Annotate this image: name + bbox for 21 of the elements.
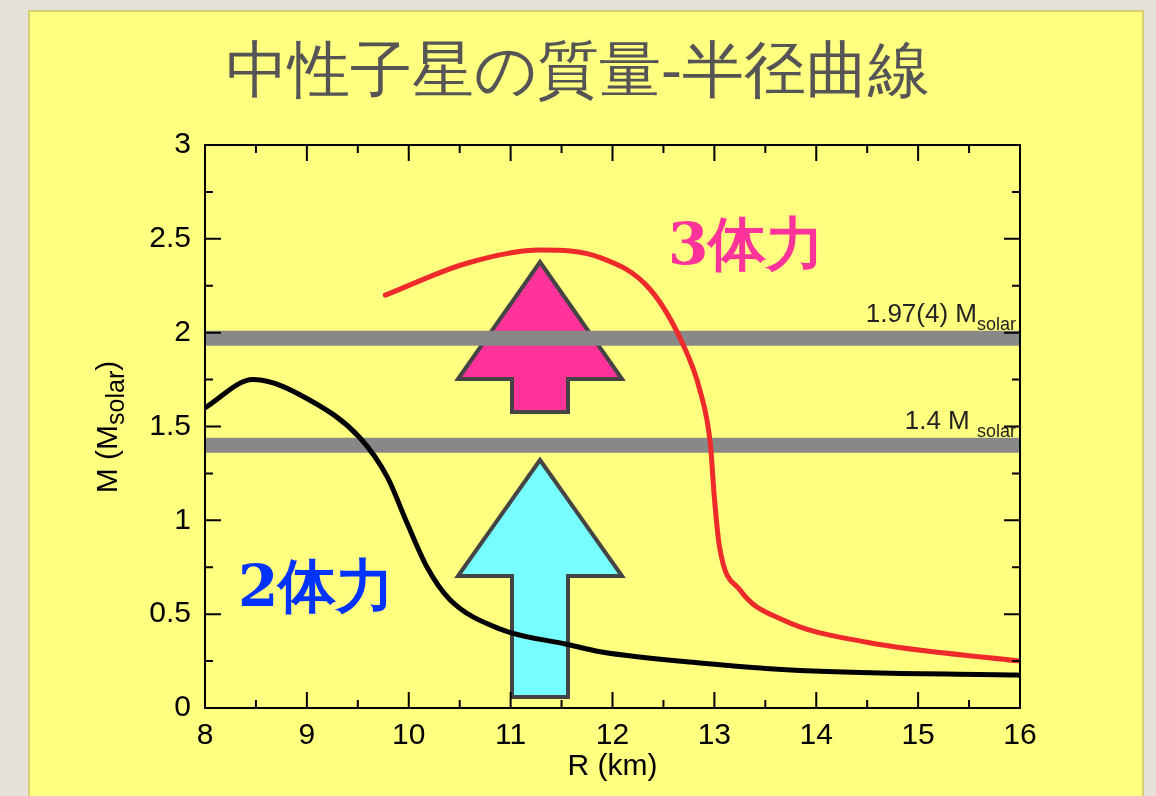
x-tick-label: 15 — [901, 717, 935, 751]
chart-title: 中性子星の質量-半径曲線 — [225, 32, 931, 108]
x-tick-label: 13 — [697, 717, 732, 751]
y-tick-label: 2 — [174, 313, 191, 347]
x-tick-label: 12 — [595, 717, 630, 751]
annotation: 3体力 — [668, 209, 825, 280]
x-tick-label: 11 — [495, 717, 527, 751]
y-tick-label: 0 — [174, 689, 191, 723]
x-tick-label: 10 — [392, 717, 426, 751]
annotation: 2体力 — [238, 551, 395, 622]
y-tick-label: 1 — [174, 501, 191, 535]
x-tick-label: 16 — [1003, 717, 1037, 751]
y-tick-label: 1.5 — [149, 407, 191, 441]
ref-line-label: 1.4 M solar — [904, 405, 1017, 442]
x-axis-title: R (km) — [567, 748, 658, 782]
y-tick-label: 2.5 — [149, 220, 191, 254]
y-tick-label: 3 — [174, 126, 191, 160]
y-tick-label: 0.5 — [149, 595, 191, 629]
x-tick-label: 8 — [196, 717, 214, 751]
x-tick-label: 14 — [799, 717, 833, 751]
x-tick-label: 9 — [298, 717, 316, 751]
